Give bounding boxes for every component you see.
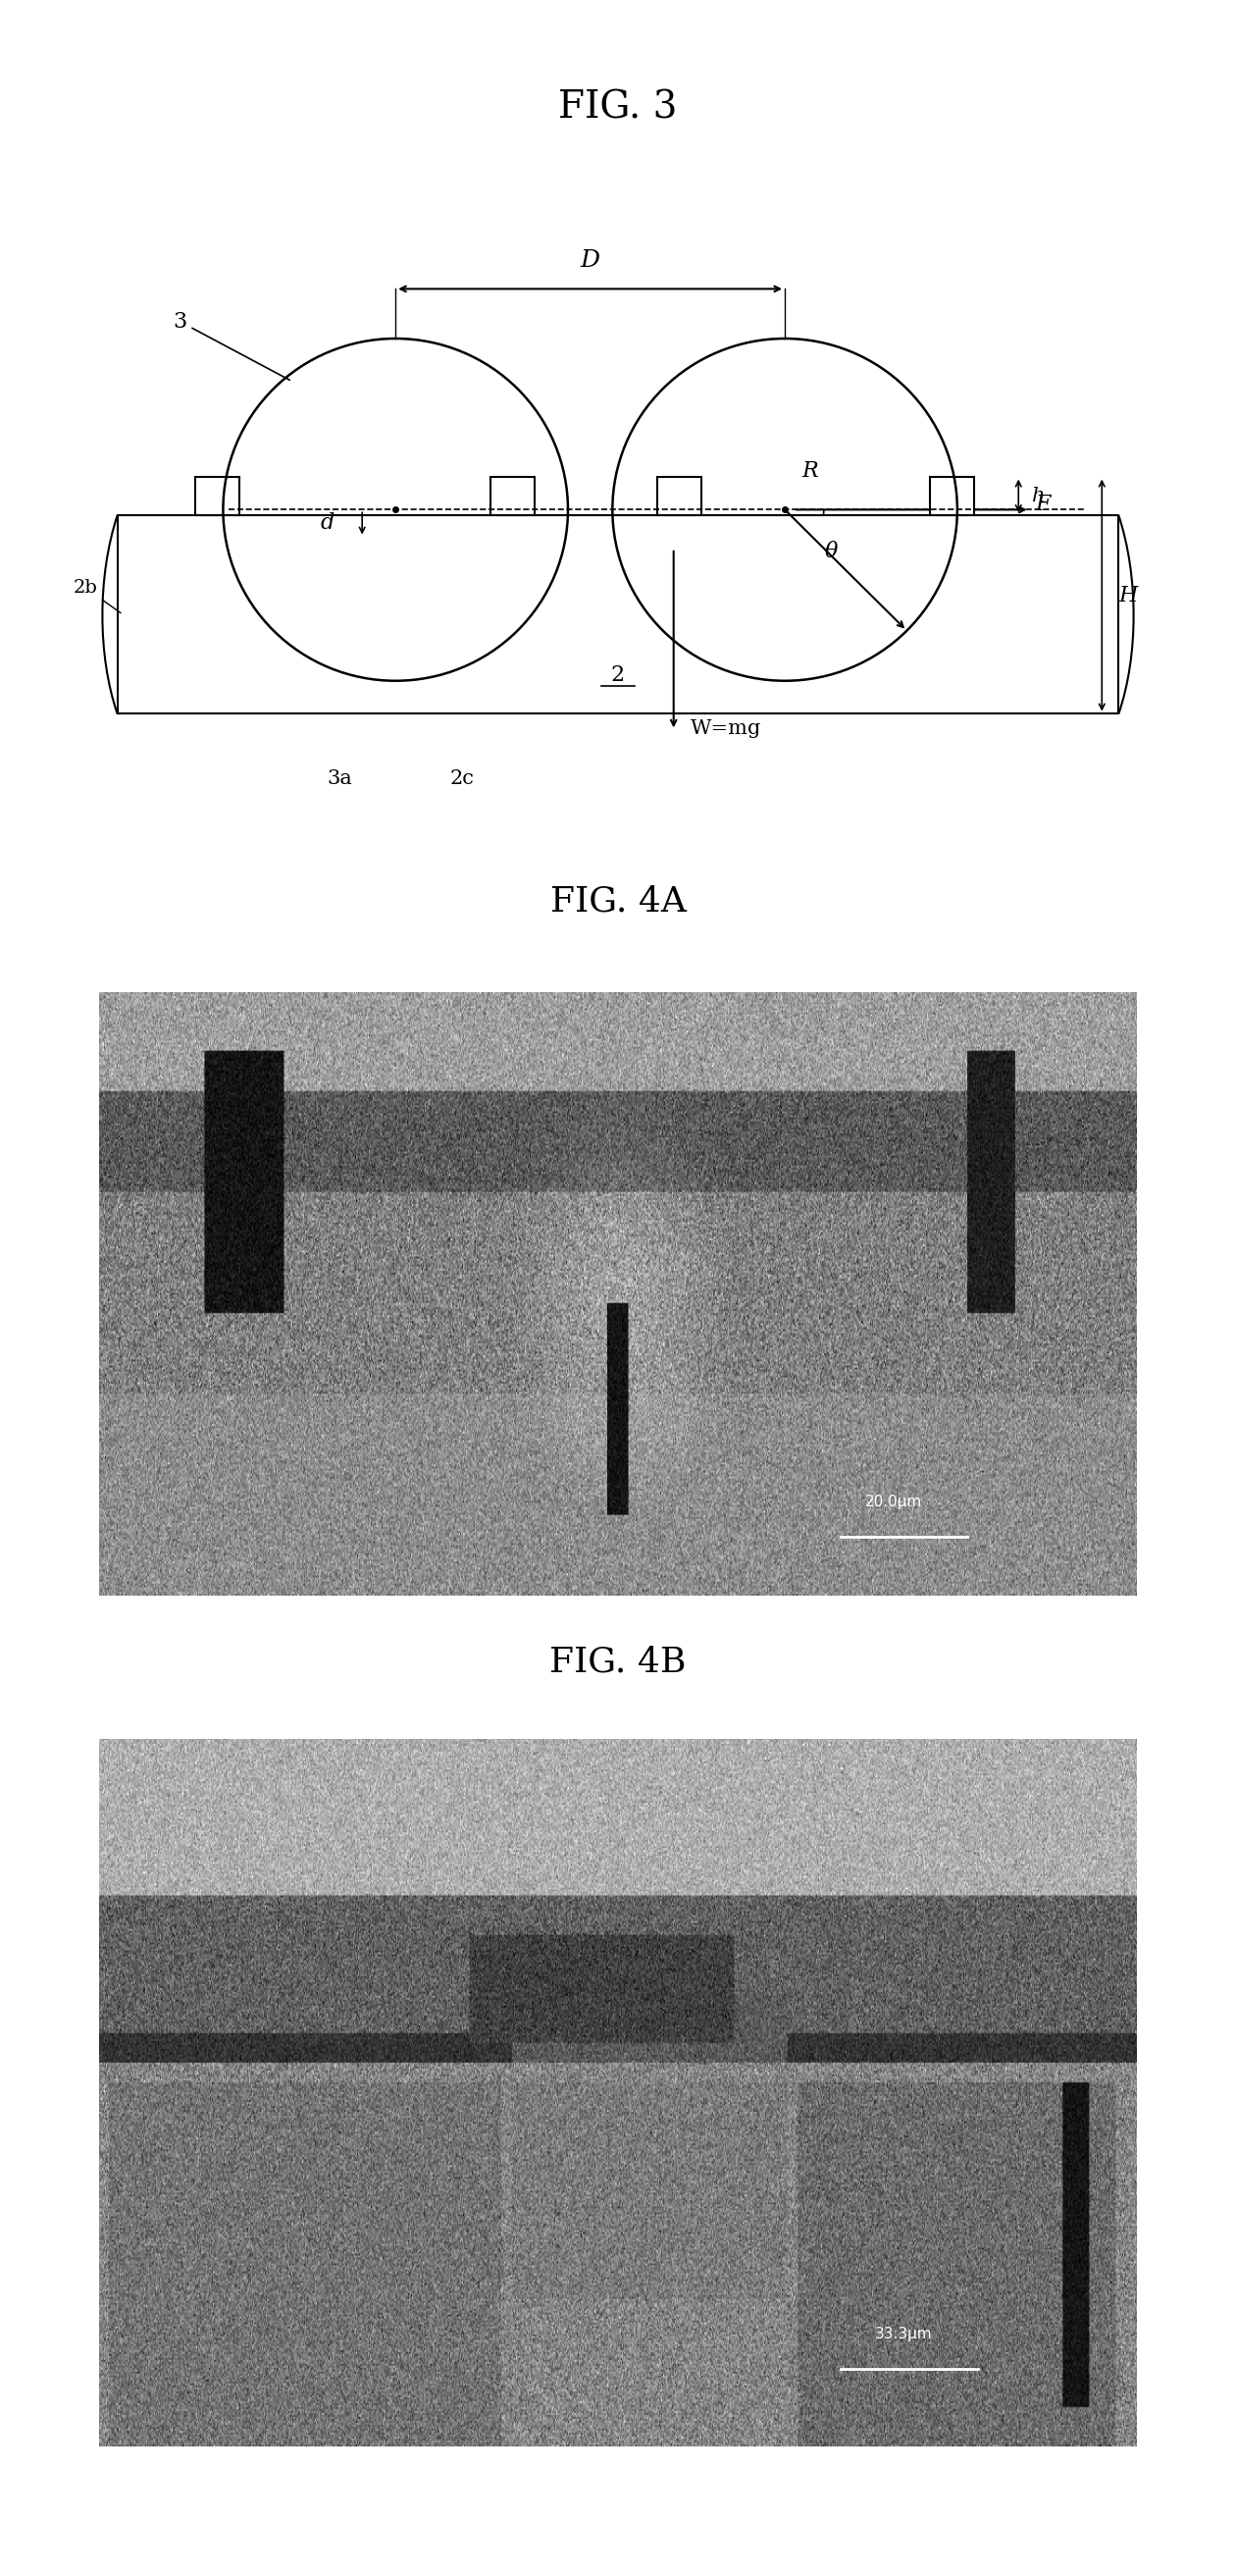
Text: h: h <box>1032 487 1046 505</box>
Text: FIG. 4B: FIG. 4B <box>550 1646 686 1677</box>
Text: 3a: 3a <box>328 770 352 788</box>
Text: R: R <box>802 461 818 482</box>
Bar <box>929 477 974 515</box>
Text: 2b: 2b <box>73 580 121 613</box>
Text: W=mg: W=mg <box>690 719 761 739</box>
Text: 33.3μm: 33.3μm <box>875 2326 933 2342</box>
Text: H: H <box>1119 585 1137 605</box>
Text: F: F <box>1036 495 1051 515</box>
Bar <box>489 477 535 515</box>
Bar <box>658 477 702 515</box>
Text: d: d <box>320 513 334 533</box>
Text: FIG. 3: FIG. 3 <box>559 90 677 126</box>
Text: 3: 3 <box>173 312 289 381</box>
Text: 2c: 2c <box>450 770 475 788</box>
Text: 20.0μm: 20.0μm <box>865 1494 922 1510</box>
Text: FIG. 4A: FIG. 4A <box>550 886 686 917</box>
Polygon shape <box>117 515 1119 714</box>
Text: θ: θ <box>824 541 838 562</box>
Bar <box>195 477 240 515</box>
Text: D: D <box>581 250 599 273</box>
Text: 2: 2 <box>611 665 625 685</box>
